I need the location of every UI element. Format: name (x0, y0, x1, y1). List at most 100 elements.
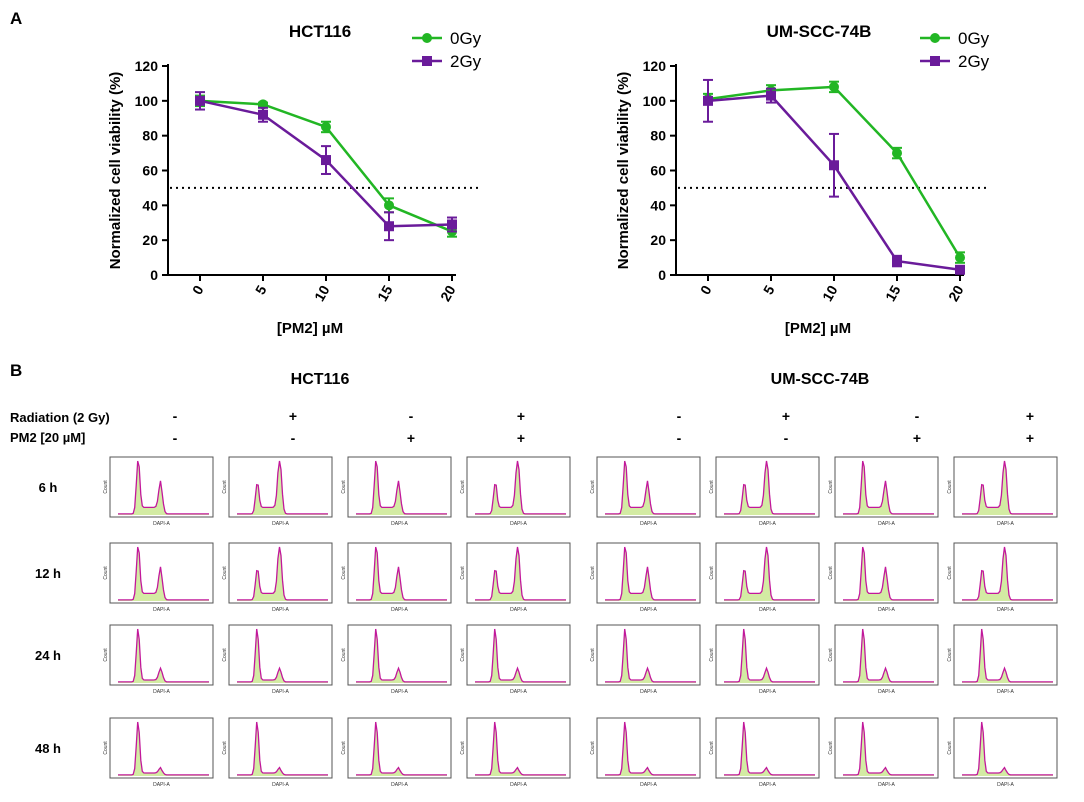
histogram-frame (228, 717, 333, 779)
histogram-curve (118, 721, 209, 776)
y-axis-label: Normalized cell viability (%) (107, 72, 124, 270)
y-tick-label: 20 (650, 232, 666, 248)
histogram-curve (605, 546, 696, 601)
y-tick-label: 40 (142, 197, 158, 213)
histogram-xlabel: DAPI-A (391, 782, 408, 788)
histogram-xlabel: DAPI-A (391, 521, 408, 527)
x-tick-label: 20 (945, 282, 967, 304)
histogram-ylabel: Count (590, 480, 596, 494)
histogram-curve (843, 628, 934, 683)
histogram-curve (118, 628, 209, 683)
histogram-frame (347, 717, 452, 779)
histogram-cell: DAPI-A Count (222, 624, 333, 695)
x-tick-label: 5 (252, 282, 270, 297)
data-point-2Gy (258, 109, 268, 120)
y-tick-label: 120 (135, 58, 159, 74)
histogram-cell: DAPI-A Count (828, 456, 939, 527)
histogram-curve (356, 721, 447, 776)
chart-hct116: HCT116 0 20 40 60 80 100 120 0 5 10 15 20 [PM2] µM Nor… (107, 22, 482, 337)
histogram-cell: DAPI-A Count (947, 456, 1058, 527)
histogram-fill (118, 461, 209, 515)
histogram-cell: DAPI-A Count (947, 542, 1058, 613)
histogram-curve (962, 628, 1053, 683)
histogram-xlabel: DAPI-A (759, 689, 776, 695)
histogram-xlabel: DAPI-A (153, 689, 170, 695)
histogram-ylabel: Count (590, 566, 596, 580)
data-point-2Gy (766, 90, 776, 101)
histogram-xlabel: DAPI-A (759, 521, 776, 527)
histogram-curve (962, 721, 1053, 776)
histogram-curve (605, 721, 696, 776)
histogram-xlabel: DAPI-A (153, 782, 170, 788)
pm2-sign: + (517, 430, 525, 446)
histogram-xlabel: DAPI-A (153, 521, 170, 527)
histogram-ylabel: Count (709, 566, 715, 580)
x-tick-label: 5 (760, 282, 778, 297)
histogram-ylabel: Count (460, 480, 466, 494)
histogram-xlabel: DAPI-A (997, 521, 1014, 527)
histogram-cell: DAPI-A Count (947, 624, 1058, 695)
histogram-cell: DAPI-A Count (103, 717, 214, 788)
pm2-sign: - (173, 430, 178, 446)
x-tick-label: 20 (437, 282, 459, 304)
histogram-xlabel: DAPI-A (272, 521, 289, 527)
histogram-ylabel: Count (947, 480, 953, 494)
histogram-frame (834, 717, 939, 779)
histogram-curve (724, 546, 815, 601)
legend-label-2Gy: 2Gy (958, 52, 990, 71)
radiation-sign: - (173, 408, 178, 424)
data-point-2Gy (384, 221, 394, 232)
legend-label-2Gy: 2Gy (450, 52, 482, 71)
radiation-row-label: Radiation (2 Gy) (10, 410, 110, 425)
histogram-ylabel: Count (103, 741, 109, 755)
y-tick-label: 60 (650, 163, 666, 179)
histogram-cell: DAPI-A Count (460, 456, 571, 527)
histogram-xlabel: DAPI-A (759, 607, 776, 613)
data-point-2Gy (703, 95, 713, 106)
histogram-xlabel: DAPI-A (640, 689, 657, 695)
histogram-fill (843, 547, 934, 601)
histogram-xlabel: DAPI-A (272, 782, 289, 788)
histogram-curve (475, 628, 566, 683)
histogram-fill (605, 547, 696, 601)
timepoint-label: 24 h (35, 648, 61, 663)
histogram-xlabel: DAPI-A (640, 607, 657, 613)
histogram-xlabel: DAPI-A (759, 782, 776, 788)
histogram-curve (843, 546, 934, 601)
histogram-ylabel: Count (222, 648, 228, 662)
histogram-cell: DAPI-A Count (460, 717, 571, 788)
histogram-xlabel: DAPI-A (878, 782, 895, 788)
histogram-curve (237, 628, 328, 683)
histogram-frame (466, 717, 571, 779)
y-tick-label: 40 (650, 197, 666, 213)
histogram-ylabel: Count (709, 480, 715, 494)
histogram-ylabel: Count (222, 741, 228, 755)
histogram-xlabel: DAPI-A (997, 782, 1014, 788)
chart-title: UM-SCC-74B (767, 22, 872, 41)
histogram-curve (356, 546, 447, 601)
histogram-xlabel: DAPI-A (153, 607, 170, 613)
histogram-ylabel: Count (590, 741, 596, 755)
histogram-ylabel: Count (828, 648, 834, 662)
histogram-xlabel: DAPI-A (272, 689, 289, 695)
pm2-sign: - (784, 430, 789, 446)
histogram-ylabel: Count (341, 648, 347, 662)
y-tick-label: 0 (150, 267, 158, 283)
flow-cytometry-grid: HCT116 UM-SCC-74B Radiation (2 Gy) PM2 [20 … (10, 371, 1058, 788)
data-point-2Gy (955, 264, 965, 275)
histogram-curve (605, 628, 696, 683)
panel-b-group-title: UM-SCC-74B (771, 371, 870, 388)
histogram-frame (596, 717, 701, 779)
histogram-ylabel: Count (590, 648, 596, 662)
x-tick-label: 15 (374, 282, 396, 304)
histogram-ylabel: Count (341, 480, 347, 494)
histogram-curve (237, 721, 328, 776)
histogram-ylabel: Count (341, 566, 347, 580)
histogram-fill (356, 547, 447, 601)
panel-b-label: B (10, 361, 22, 380)
histogram-cell: DAPI-A Count (460, 624, 571, 695)
histogram-ylabel: Count (828, 741, 834, 755)
histogram-ylabel: Count (709, 648, 715, 662)
pm2-sign: + (1026, 430, 1034, 446)
histogram-curve (843, 460, 934, 515)
